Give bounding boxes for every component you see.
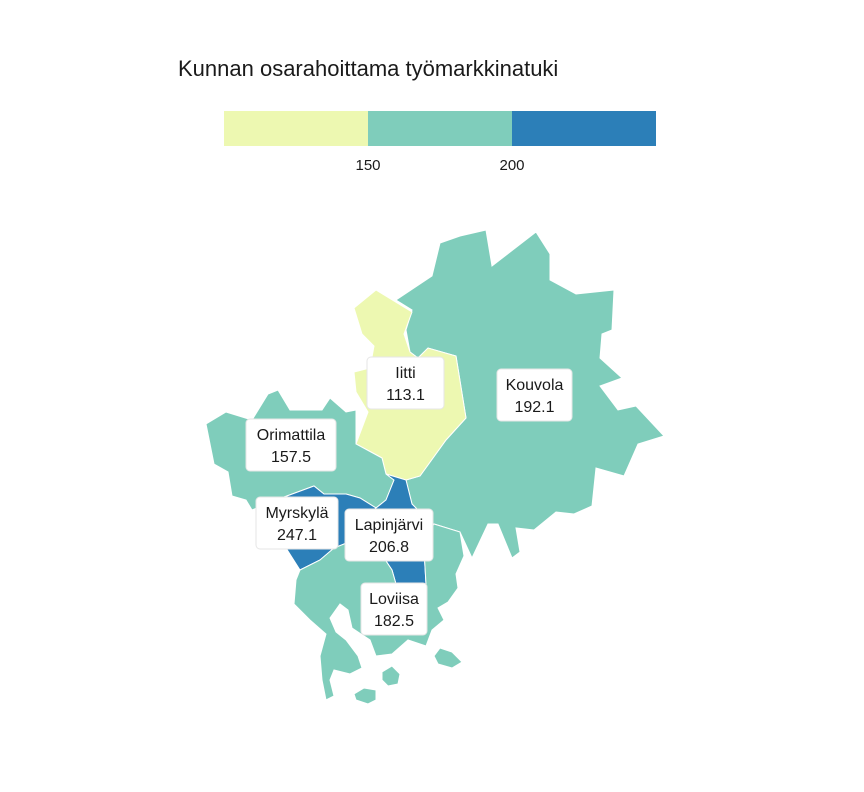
island-3 (433, 647, 463, 669)
label-lapinjarvi: Lapinjärvi 206.8 (344, 508, 434, 562)
legend-bin-mid (368, 111, 512, 146)
label-myrskyla-value: 247.1 (277, 527, 317, 544)
island-2 (381, 665, 401, 687)
label-iitti-name: Iitti (395, 365, 415, 382)
label-myrskyla-name: Myrskylä (265, 505, 328, 522)
label-myrskyla: Myrskylä 247.1 (255, 496, 339, 550)
legend-tick-150: 150 (355, 157, 380, 174)
label-iitti: Iitti 113.1 (366, 356, 445, 410)
label-lapinjarvi-value: 206.8 (369, 539, 409, 556)
label-orimattila-value: 157.5 (271, 449, 311, 466)
label-orimattila: Orimattila 157.5 (245, 418, 337, 472)
legend-bin-high (512, 111, 656, 146)
label-kouvola-name: Kouvola (506, 377, 564, 394)
island-1 (353, 687, 377, 705)
label-loviisa-name: Loviisa (369, 591, 419, 608)
legend: 150 200 (224, 111, 656, 174)
region-labels: Iitti 113.1 Kouvola 192.1 Orimattila 157… (245, 356, 573, 636)
label-orimattila-name: Orimattila (257, 427, 326, 444)
label-iitti-value: 113.1 (386, 387, 425, 404)
legend-tick-200: 200 (499, 157, 524, 174)
legend-bin-low (224, 111, 368, 146)
map-title: Kunnan osarahoittama työmarkkinatuki (178, 56, 559, 81)
label-loviisa: Loviisa 182.5 (360, 582, 428, 636)
label-kouvola: Kouvola 192.1 (496, 368, 573, 422)
label-lapinjarvi-name: Lapinjärvi (355, 517, 423, 534)
label-kouvola-value: 192.1 (514, 399, 554, 416)
label-loviisa-value: 182.5 (374, 613, 414, 630)
